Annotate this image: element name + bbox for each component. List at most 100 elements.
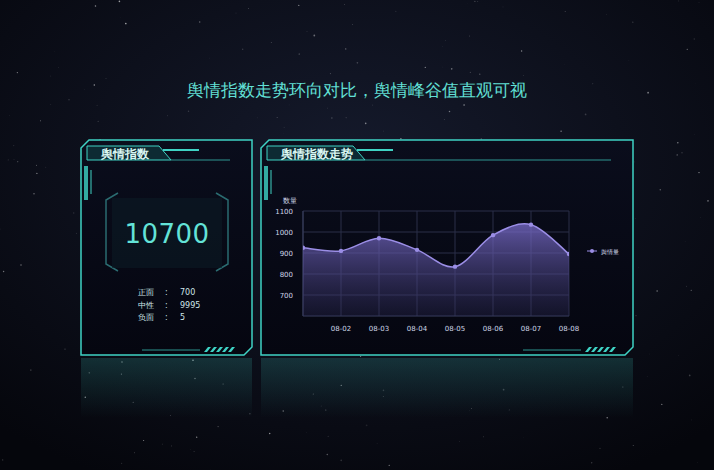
panel-heading: 舆情指数: [100, 147, 150, 161]
reflection: [261, 358, 633, 418]
star: [13, 159, 15, 161]
stripe: [591, 347, 598, 352]
star: [217, 426, 218, 427]
point: [339, 249, 343, 253]
star: [632, 22, 633, 23]
star: [313, 35, 315, 37]
star: [45, 166, 47, 168]
star: [199, 21, 200, 22]
star: [470, 72, 471, 73]
row-label: 负面: [138, 313, 154, 322]
row-separator: :: [165, 301, 168, 310]
stripe: [204, 347, 211, 352]
stage: 舆情指数走势环向对比，舆情峰谷值直观可视舆情指数10700正面:700中性:99…: [0, 0, 714, 470]
star: [242, 49, 243, 50]
side-bar: [90, 170, 92, 194]
point: [453, 264, 457, 268]
row-value: 700: [180, 288, 195, 297]
point: [303, 246, 305, 250]
x-tick-label: 08-07: [521, 325, 541, 333]
star: [687, 49, 688, 50]
star: [3, 271, 4, 272]
star: [647, 92, 649, 94]
star: [449, 111, 450, 112]
star: [256, 117, 258, 119]
star: [50, 103, 52, 105]
reflection: [81, 358, 252, 418]
star: [695, 83, 697, 85]
main-title: 舆情指数走势环向对比，舆情峰谷值直观可视: [187, 80, 527, 100]
star: [306, 432, 308, 434]
series-line: [303, 224, 569, 267]
star: [628, 60, 630, 62]
panel-rule: [523, 350, 581, 351]
star: [248, 8, 250, 10]
star: [0, 228, 1, 229]
star: [134, 452, 136, 454]
star: [677, 0, 679, 2]
side-bar: [84, 166, 88, 200]
star: [196, 437, 197, 438]
star: [691, 290, 692, 291]
y-tick-label: 1000: [275, 229, 293, 237]
panel-rule: [142, 350, 200, 351]
star: [119, 1, 121, 3]
star: [634, 218, 636, 220]
star: [269, 433, 270, 434]
star: [694, 133, 696, 135]
star: [84, 88, 86, 90]
x-tick-label: 08-02: [331, 325, 351, 333]
star: [521, 50, 522, 51]
row-label: 正面: [138, 288, 154, 297]
panel-deco: [357, 149, 393, 151]
star: [677, 154, 678, 155]
star: [345, 117, 347, 119]
y-tick-label: 700: [280, 292, 293, 300]
star: [330, 73, 331, 74]
star: [444, 119, 445, 120]
stripe: [609, 347, 616, 352]
point: [415, 248, 419, 252]
star: [474, 1, 475, 2]
row-separator: :: [165, 288, 168, 297]
row-value: 5: [180, 313, 185, 322]
star: [678, 355, 680, 357]
star: [288, 104, 290, 106]
star: [326, 454, 328, 456]
series: [303, 222, 569, 316]
star: [208, 57, 210, 59]
star: [564, 63, 566, 65]
star: [648, 353, 650, 355]
star: [283, 133, 284, 134]
star: [635, 315, 637, 317]
x-tick-label: 08-03: [369, 325, 389, 333]
star: [17, 72, 18, 73]
y-tick-label: 900: [280, 250, 293, 258]
star: [209, 469, 210, 470]
panel: 舆情指数走势数量7008009001000110008-0208-0308-04…: [261, 140, 633, 355]
x-tick-label: 08-04: [407, 325, 428, 333]
grid-line-y: [303, 211, 569, 212]
star: [661, 404, 662, 405]
stripe: [228, 347, 235, 352]
panel: 舆情指数10700正面:700中性:9995负面:5: [81, 140, 252, 355]
star: [64, 348, 65, 349]
star: [442, 66, 443, 67]
star: [690, 419, 692, 421]
stripe: [603, 347, 610, 352]
x-tick-label: 08-05: [445, 325, 465, 333]
total-value: 10700: [124, 219, 209, 249]
y-axis-title: 数量: [283, 197, 297, 205]
star: [646, 376, 648, 378]
legend-marker: [590, 249, 594, 253]
panel-tab: [87, 146, 171, 160]
x-tick-label: 08-08: [559, 325, 579, 333]
star: [684, 241, 685, 242]
star: [694, 38, 696, 40]
panel-heading: 舆情指数走势: [280, 147, 353, 161]
legend-entry: 舆情量: [587, 248, 619, 255]
star: [235, 12, 236, 13]
bracket: [106, 193, 228, 271]
side-bar: [264, 166, 268, 200]
star: [442, 46, 444, 48]
